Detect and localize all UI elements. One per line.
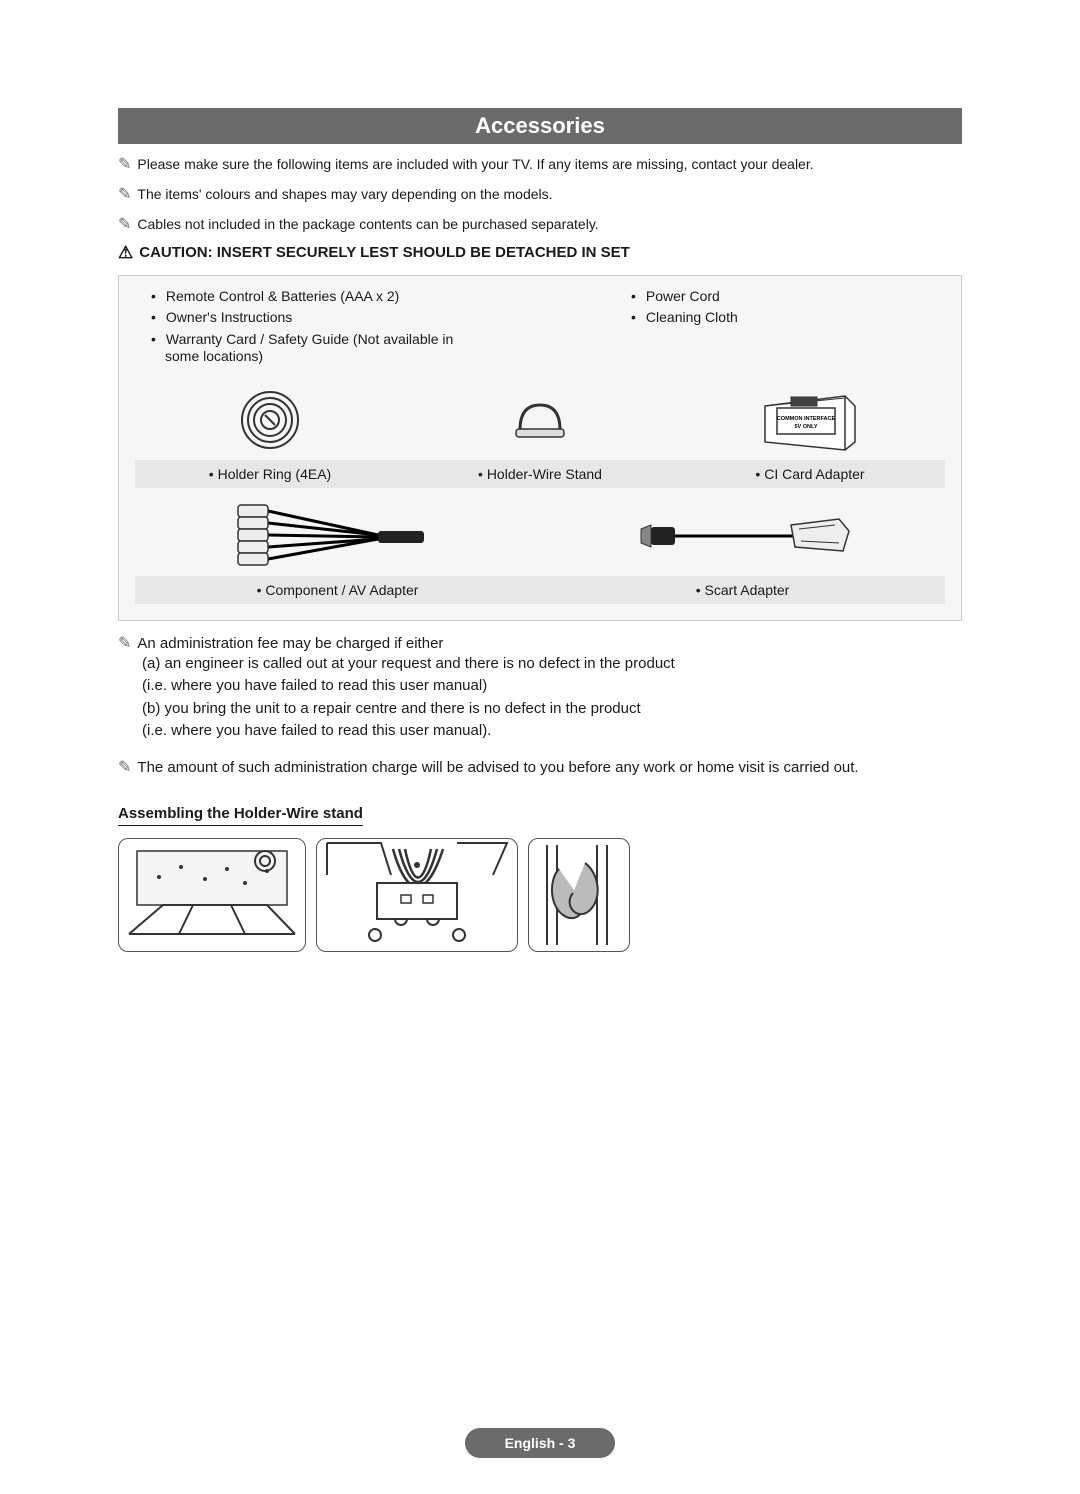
- assembly-step-1: [118, 838, 306, 952]
- part-label: Holder-Wire Stand: [405, 460, 675, 488]
- part-label: CI Card Adapter: [675, 460, 945, 488]
- admin-fee-details: (a) an engineer is called out at your re…: [142, 653, 962, 743]
- manual-page: Accessories ✎ Please make sure the follo…: [0, 0, 1080, 1494]
- ci-card-text-2: 5V ONLY: [794, 424, 817, 430]
- section-title: Accessories: [475, 113, 605, 139]
- scart-adapter-icon: [613, 501, 873, 571]
- parts-row-2-images: [135, 502, 945, 570]
- part-label: Component / AV Adapter: [135, 576, 540, 604]
- admin-charge-note: ✎ The amount of such administration char…: [118, 759, 962, 777]
- assembly-step-2: [316, 838, 518, 952]
- included-col-left: Remote Control & Batteries (AAA x 2) Own…: [135, 288, 465, 370]
- holder-ring-icon: [239, 389, 301, 451]
- assembly-step-3: [528, 838, 630, 952]
- note-icon: ✎: [118, 155, 131, 174]
- page-footer-badge: English - 3: [465, 1428, 615, 1458]
- admin-fee-line: (b) you bring the unit to a repair centr…: [142, 698, 962, 721]
- section-title-bar: Accessories: [118, 108, 962, 144]
- component-adapter-image: [135, 502, 540, 570]
- note-text: Please make sure the following items are…: [137, 156, 813, 173]
- holder-ring-image: [135, 386, 405, 454]
- ci-card-adapter-icon: COMMON INTERFACE 5V ONLY: [755, 386, 865, 454]
- note-line-3: ✎ Cables not included in the package con…: [118, 216, 962, 234]
- note-text: The items' colours and shapes may vary d…: [137, 186, 552, 203]
- warning-icon: ⚠: [118, 243, 133, 263]
- note-icon: ✎: [118, 215, 131, 234]
- admin-fee-note: ✎ An administration fee may be charged i…: [118, 635, 962, 653]
- note-text: Cables not included in the package conte…: [137, 216, 598, 233]
- included-item: Cleaning Cloth: [615, 309, 945, 327]
- holder-wire-image: [405, 386, 675, 454]
- parts-row-1-labels: Holder Ring (4EA) Holder-Wire Stand CI C…: [135, 460, 945, 488]
- included-item: Warranty Card / Safety Guide (Not availa…: [135, 331, 465, 366]
- parts-row-2-labels: Component / AV Adapter Scart Adapter: [135, 576, 945, 604]
- scart-adapter-image: [540, 502, 945, 570]
- included-col-right: Power Cord Cleaning Cloth: [465, 288, 945, 370]
- note-icon: ✎: [118, 758, 131, 777]
- note-line-2: ✎ The items' colours and shapes may vary…: [118, 186, 962, 204]
- admin-fee-line: (i.e. where you have failed to read this…: [142, 720, 962, 743]
- included-item: Power Cord: [615, 288, 945, 306]
- included-item: Remote Control & Batteries (AAA x 2): [135, 288, 465, 306]
- part-label: Scart Adapter: [540, 576, 945, 604]
- ci-card-image: COMMON INTERFACE 5V ONLY: [675, 386, 945, 454]
- included-items-box: Remote Control & Batteries (AAA x 2) Own…: [118, 275, 962, 621]
- included-item: Owner's Instructions: [135, 309, 465, 327]
- assembly-diagram-2-icon: [317, 839, 517, 951]
- component-adapter-icon: [208, 501, 468, 571]
- note-icon: ✎: [118, 634, 131, 653]
- page-number: English - 3: [505, 1435, 576, 1451]
- note-icon: ✎: [118, 185, 131, 204]
- admin-charge-text: The amount of such administration charge…: [137, 759, 858, 777]
- assembly-subheading: Assembling the Holder-Wire stand: [118, 805, 363, 826]
- parts-row-1-images: COMMON INTERFACE 5V ONLY: [135, 386, 945, 454]
- part-label: Holder Ring (4EA): [135, 460, 405, 488]
- assembly-diagram-1-icon: [119, 839, 305, 951]
- admin-fee-line: (a) an engineer is called out at your re…: [142, 653, 962, 676]
- caution-text: CAUTION: INSERT SECURELY LEST SHOULD BE …: [139, 244, 630, 261]
- assembly-diagram-3-icon: [529, 839, 629, 951]
- admin-fee-line: (i.e. where you have failed to read this…: [142, 675, 962, 698]
- admin-fee-lead: An administration fee may be charged if …: [137, 635, 443, 653]
- included-columns: Remote Control & Batteries (AAA x 2) Own…: [135, 288, 945, 370]
- assembly-diagrams: [118, 838, 962, 952]
- holder-wire-icon: [500, 395, 580, 445]
- caution-line: ⚠ CAUTION: INSERT SECURELY LEST SHOULD B…: [118, 243, 962, 263]
- ci-card-text-1: COMMON INTERFACE: [777, 416, 836, 422]
- note-line-1: ✎ Please make sure the following items a…: [118, 156, 962, 174]
